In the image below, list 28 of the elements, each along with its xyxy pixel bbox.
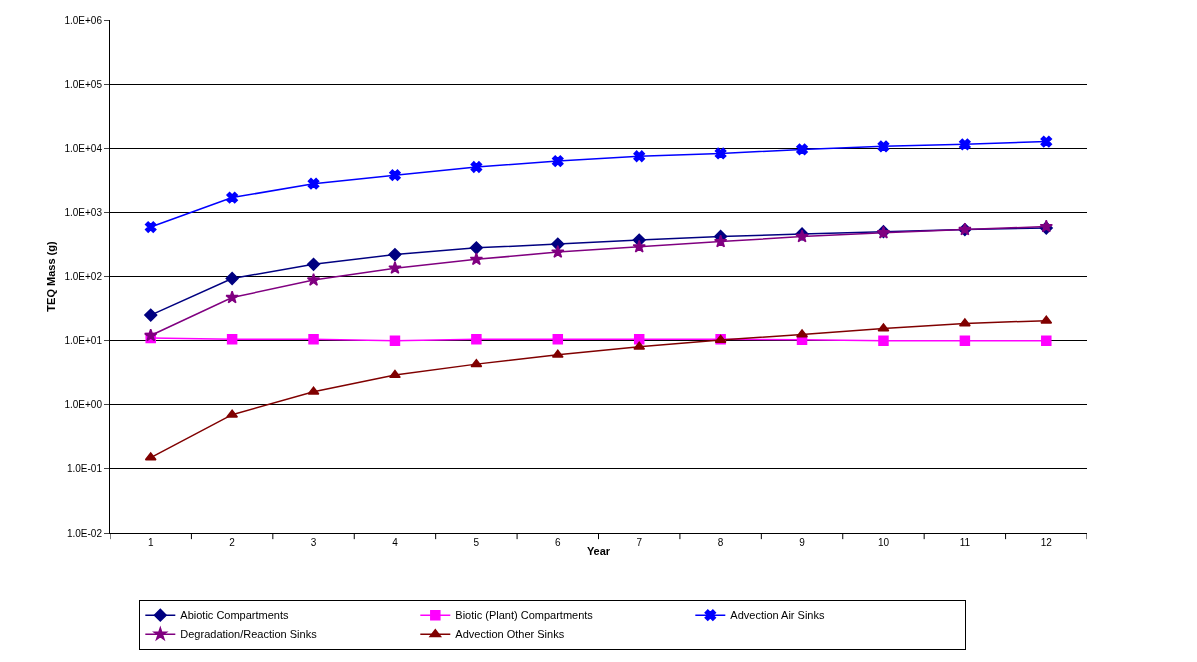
x-tick-label: 10 xyxy=(877,537,890,548)
y-tick-label: 1.0E+02 xyxy=(64,271,103,282)
x-tick-label: 6 xyxy=(555,537,562,548)
y-tick-label: 1.0E+00 xyxy=(64,399,103,411)
x-axis-title: Year xyxy=(586,545,611,558)
x-tick-label: 7 xyxy=(636,537,643,548)
legend-label: Abiotic Compartments xyxy=(180,609,290,622)
x-tick-label: 11 xyxy=(959,537,971,548)
x-tick-label: 1 xyxy=(147,537,154,548)
y-tick-label: 1.0E+04 xyxy=(64,142,103,154)
x-tick-label: 12 xyxy=(1040,537,1053,548)
x-tick-label: 8 xyxy=(717,537,724,548)
y-tick-label: 1.0E+06 xyxy=(64,14,103,26)
x-tick-label: 4 xyxy=(392,537,399,548)
legend-label: Advection Air Sinks xyxy=(730,609,825,622)
y-tick-label: 1.0E-02 xyxy=(66,527,103,539)
legend-label: Advection Other Sinks xyxy=(455,628,565,641)
y-tick-label: 1.0E+05 xyxy=(64,78,103,90)
legend-label: Biotic (Plant) Compartments xyxy=(455,609,594,622)
y-tick-label: 1.0E+03 xyxy=(64,206,103,218)
y-axis-title: TEQ Mass (g) xyxy=(45,241,58,312)
x-tick-label: 5 xyxy=(473,537,480,548)
legend-label: Degradation/Reaction Sinks xyxy=(180,628,318,641)
x-tick-label: 2 xyxy=(229,537,236,548)
y-tick-label: 1.0E-01 xyxy=(66,463,103,475)
x-tick-label: 3 xyxy=(310,537,317,548)
y-tick-label: 1.0E+01 xyxy=(64,335,103,347)
x-tick-label: 9 xyxy=(799,537,806,548)
